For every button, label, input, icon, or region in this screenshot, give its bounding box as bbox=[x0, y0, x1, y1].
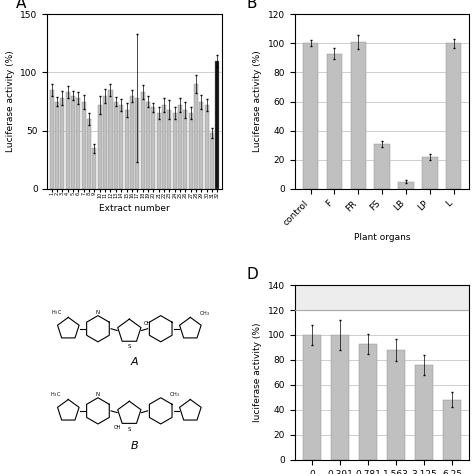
Text: D: D bbox=[246, 266, 258, 282]
Bar bbox=[50, 90, 54, 189]
Bar bbox=[135, 98, 139, 189]
Bar bbox=[387, 350, 405, 460]
Bar bbox=[156, 113, 161, 189]
Bar bbox=[119, 105, 123, 189]
Bar bbox=[303, 335, 321, 460]
Bar bbox=[146, 101, 150, 189]
Bar bbox=[66, 92, 70, 189]
Bar bbox=[210, 133, 214, 189]
Text: A: A bbox=[16, 0, 27, 11]
Bar bbox=[167, 110, 171, 189]
Bar bbox=[183, 110, 187, 189]
Y-axis label: Luciferase activity (%): Luciferase activity (%) bbox=[6, 51, 15, 153]
Bar bbox=[189, 113, 193, 189]
Bar bbox=[76, 98, 81, 189]
Text: OH: OH bbox=[143, 321, 151, 326]
Bar bbox=[151, 108, 155, 189]
Bar bbox=[87, 119, 91, 189]
Bar bbox=[374, 144, 390, 189]
Bar bbox=[173, 113, 177, 189]
Bar bbox=[415, 365, 433, 460]
Bar bbox=[327, 54, 342, 189]
Bar bbox=[130, 96, 134, 189]
Bar bbox=[200, 101, 203, 189]
Bar bbox=[162, 105, 166, 189]
Text: S: S bbox=[128, 427, 131, 432]
Bar bbox=[82, 101, 86, 189]
Bar bbox=[351, 42, 366, 189]
Bar bbox=[55, 101, 59, 189]
Bar bbox=[303, 43, 319, 189]
Bar bbox=[443, 400, 461, 460]
Text: $\rm CH_3$: $\rm CH_3$ bbox=[199, 310, 210, 318]
Bar bbox=[194, 84, 198, 189]
Text: $\rm H_3C$: $\rm H_3C$ bbox=[50, 391, 61, 400]
Bar bbox=[331, 335, 349, 460]
Bar bbox=[178, 105, 182, 189]
Text: OH: OH bbox=[113, 425, 121, 430]
Bar bbox=[71, 96, 75, 189]
Bar bbox=[446, 43, 461, 189]
Text: A: A bbox=[131, 357, 138, 367]
Bar bbox=[422, 157, 438, 189]
Text: N: N bbox=[96, 392, 100, 397]
Bar bbox=[359, 344, 377, 460]
X-axis label: Extract number: Extract number bbox=[99, 203, 170, 212]
X-axis label: Plant organs: Plant organs bbox=[354, 233, 410, 242]
Bar bbox=[205, 105, 209, 189]
Bar bbox=[295, 285, 469, 310]
Text: $\rm CH_3$: $\rm CH_3$ bbox=[169, 390, 180, 399]
Y-axis label: Luciferase activity (%): Luciferase activity (%) bbox=[254, 51, 263, 153]
Bar bbox=[114, 101, 118, 189]
Bar bbox=[216, 61, 219, 189]
Text: S: S bbox=[128, 345, 131, 349]
Text: N: N bbox=[96, 310, 100, 315]
Bar bbox=[92, 148, 97, 189]
Bar bbox=[60, 98, 64, 189]
Bar bbox=[98, 105, 102, 189]
Bar bbox=[103, 96, 107, 189]
Bar bbox=[125, 110, 128, 189]
Y-axis label: luciferase activity (%): luciferase activity (%) bbox=[254, 323, 263, 422]
Text: B: B bbox=[131, 441, 138, 451]
Text: $\rm H_3C$: $\rm H_3C$ bbox=[51, 309, 63, 318]
Bar bbox=[141, 92, 145, 189]
Bar bbox=[398, 182, 414, 189]
Bar bbox=[109, 90, 112, 189]
Text: B: B bbox=[246, 0, 256, 11]
